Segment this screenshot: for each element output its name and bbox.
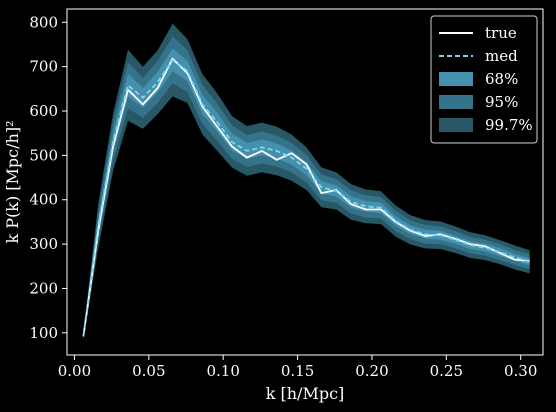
- band-2: [83, 48, 530, 338]
- x-tick-label-2: 0.10: [206, 362, 239, 380]
- legend-label-4: 99.7%: [485, 116, 533, 134]
- confidence-bands: [83, 23, 530, 340]
- y-tick-label-4: 500: [29, 146, 58, 164]
- legend-label-0: true: [485, 24, 517, 42]
- x-tick-label-3: 0.15: [281, 362, 314, 380]
- x-tick-label-4: 0.20: [355, 362, 388, 380]
- legend-label-2: 68%: [485, 70, 518, 88]
- y-tick-label-3: 400: [29, 191, 58, 209]
- x-tick-label-6: 0.30: [504, 362, 537, 380]
- series-line-0: [82, 57, 530, 337]
- y-tick-label-1: 200: [29, 279, 58, 297]
- x-axis-ticks: 0.00 0.05 0.10 0.15 0.20 0.25 0.30: [58, 355, 537, 380]
- y-tick-label-5: 600: [29, 102, 58, 120]
- y-tick-label-0: 100: [29, 324, 58, 342]
- legend-swatch-2: [439, 72, 473, 86]
- y-tick-label-7: 800: [29, 13, 58, 31]
- y-tick-label-6: 700: [29, 58, 58, 76]
- legend: true med 68% 95% 99.7%: [430, 15, 538, 144]
- legend-box: [430, 15, 538, 144]
- y-axis-ticks: 100 200 300 400 500 600 700 800: [29, 13, 67, 342]
- y-axis-label: k P(k) [Mpc/h]²: [3, 121, 22, 244]
- band-1: [83, 36, 530, 339]
- series-lines: [82, 57, 530, 337]
- plot-frame: [66, 8, 544, 356]
- x-tick-label-1: 0.05: [132, 362, 165, 380]
- x-tick-label-0: 0.00: [58, 362, 91, 380]
- legend-label-1: med: [485, 47, 518, 65]
- x-axis-label: k [h/Mpc]: [266, 384, 345, 403]
- series-line-1: [82, 59, 530, 337]
- y-tick-label-2: 300: [29, 235, 58, 253]
- legend-swatch-4: [439, 118, 473, 132]
- legend-label-3: 95%: [485, 93, 518, 111]
- x-tick-label-5: 0.25: [430, 362, 463, 380]
- legend-swatch-3: [439, 95, 473, 109]
